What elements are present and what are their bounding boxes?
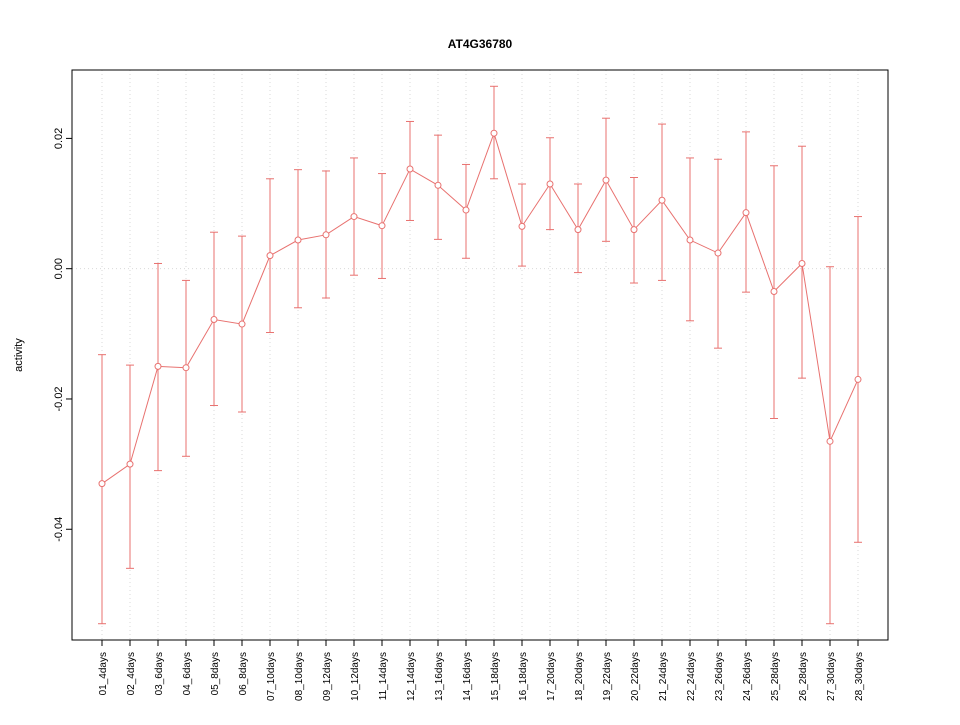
data-point bbox=[462, 206, 470, 214]
x-tick-label: 02_4days bbox=[126, 652, 137, 695]
data-point bbox=[266, 252, 274, 260]
x-tick-label: 24_26days bbox=[742, 652, 753, 701]
data-point bbox=[854, 375, 862, 383]
plot-border bbox=[71, 69, 889, 641]
x-tick-label: 22_24days bbox=[686, 652, 697, 701]
x-tick-label: 08_10days bbox=[294, 652, 305, 701]
x-tick-label: 06_8days bbox=[238, 652, 249, 695]
x-tick-label: 19_22days bbox=[602, 652, 613, 701]
x-tick-label: 17_20days bbox=[546, 652, 557, 701]
x-tick-label: 01_4days bbox=[98, 652, 109, 695]
data-point bbox=[434, 181, 442, 189]
x-tick-label: 20_22days bbox=[630, 652, 641, 701]
y-tick-label: 0.02 bbox=[53, 128, 65, 149]
data-point bbox=[126, 460, 134, 468]
data-point bbox=[154, 362, 162, 370]
x-tick-label: 05_8days bbox=[210, 652, 221, 695]
x-tick-label: 09_12days bbox=[322, 652, 333, 701]
data-point bbox=[322, 231, 330, 239]
data-point bbox=[630, 226, 638, 234]
data-point bbox=[574, 226, 582, 234]
chart-title: AT4G36780 bbox=[448, 37, 513, 51]
x-tick-label: 16_18days bbox=[518, 652, 529, 701]
data-point bbox=[350, 213, 358, 221]
x-tick-label: 23_26days bbox=[714, 652, 725, 701]
data-point bbox=[798, 259, 806, 267]
y-tick-label: 0.00 bbox=[53, 258, 65, 279]
y-tick-label: -0.02 bbox=[53, 386, 65, 411]
x-tick-label: 03_6days bbox=[154, 652, 165, 695]
data-point bbox=[826, 437, 834, 445]
x-tick-label: 25_28days bbox=[770, 652, 781, 701]
data-point bbox=[518, 222, 526, 230]
data-point bbox=[294, 236, 302, 244]
data-point bbox=[714, 249, 722, 257]
data-point bbox=[238, 320, 246, 328]
x-tick-label: 12_14days bbox=[406, 652, 417, 701]
x-tick-label: 28_30days bbox=[854, 652, 865, 701]
x-tick-label: 07_10days bbox=[266, 652, 277, 701]
data-point bbox=[686, 236, 694, 244]
x-tick-label: 04_6days bbox=[182, 652, 193, 695]
x-tick-label: 18_20days bbox=[574, 652, 585, 701]
data-point bbox=[602, 176, 610, 184]
x-tick-label: 10_12days bbox=[350, 652, 361, 701]
x-tick-label: 15_18days bbox=[490, 652, 501, 701]
x-tick-label: 27_30days bbox=[826, 652, 837, 701]
data-point bbox=[182, 364, 190, 372]
data-point bbox=[98, 480, 106, 488]
series-line bbox=[101, 131, 859, 485]
x-tick-label: 14_16days bbox=[462, 652, 473, 701]
x-tick-label: 11_14days bbox=[378, 652, 389, 700]
data-point bbox=[378, 222, 386, 230]
data-point bbox=[546, 180, 554, 188]
plot-area: -0.04 -0.02 0.00 0.02 01_4days 02_4days 03_6da… bbox=[53, 69, 889, 701]
x-tick-label: 21_24days bbox=[658, 652, 669, 701]
data-point bbox=[406, 165, 414, 173]
x-tick-label: 26_28days bbox=[798, 652, 809, 701]
x-tick-label: 13_16days bbox=[434, 652, 445, 701]
data-point bbox=[742, 209, 750, 217]
y-axis-label: activity bbox=[13, 338, 25, 372]
data-point bbox=[210, 315, 218, 323]
data-point bbox=[770, 287, 778, 295]
y-tick-label: -0.04 bbox=[53, 517, 65, 542]
data-point bbox=[490, 129, 498, 137]
data-point bbox=[658, 196, 666, 204]
